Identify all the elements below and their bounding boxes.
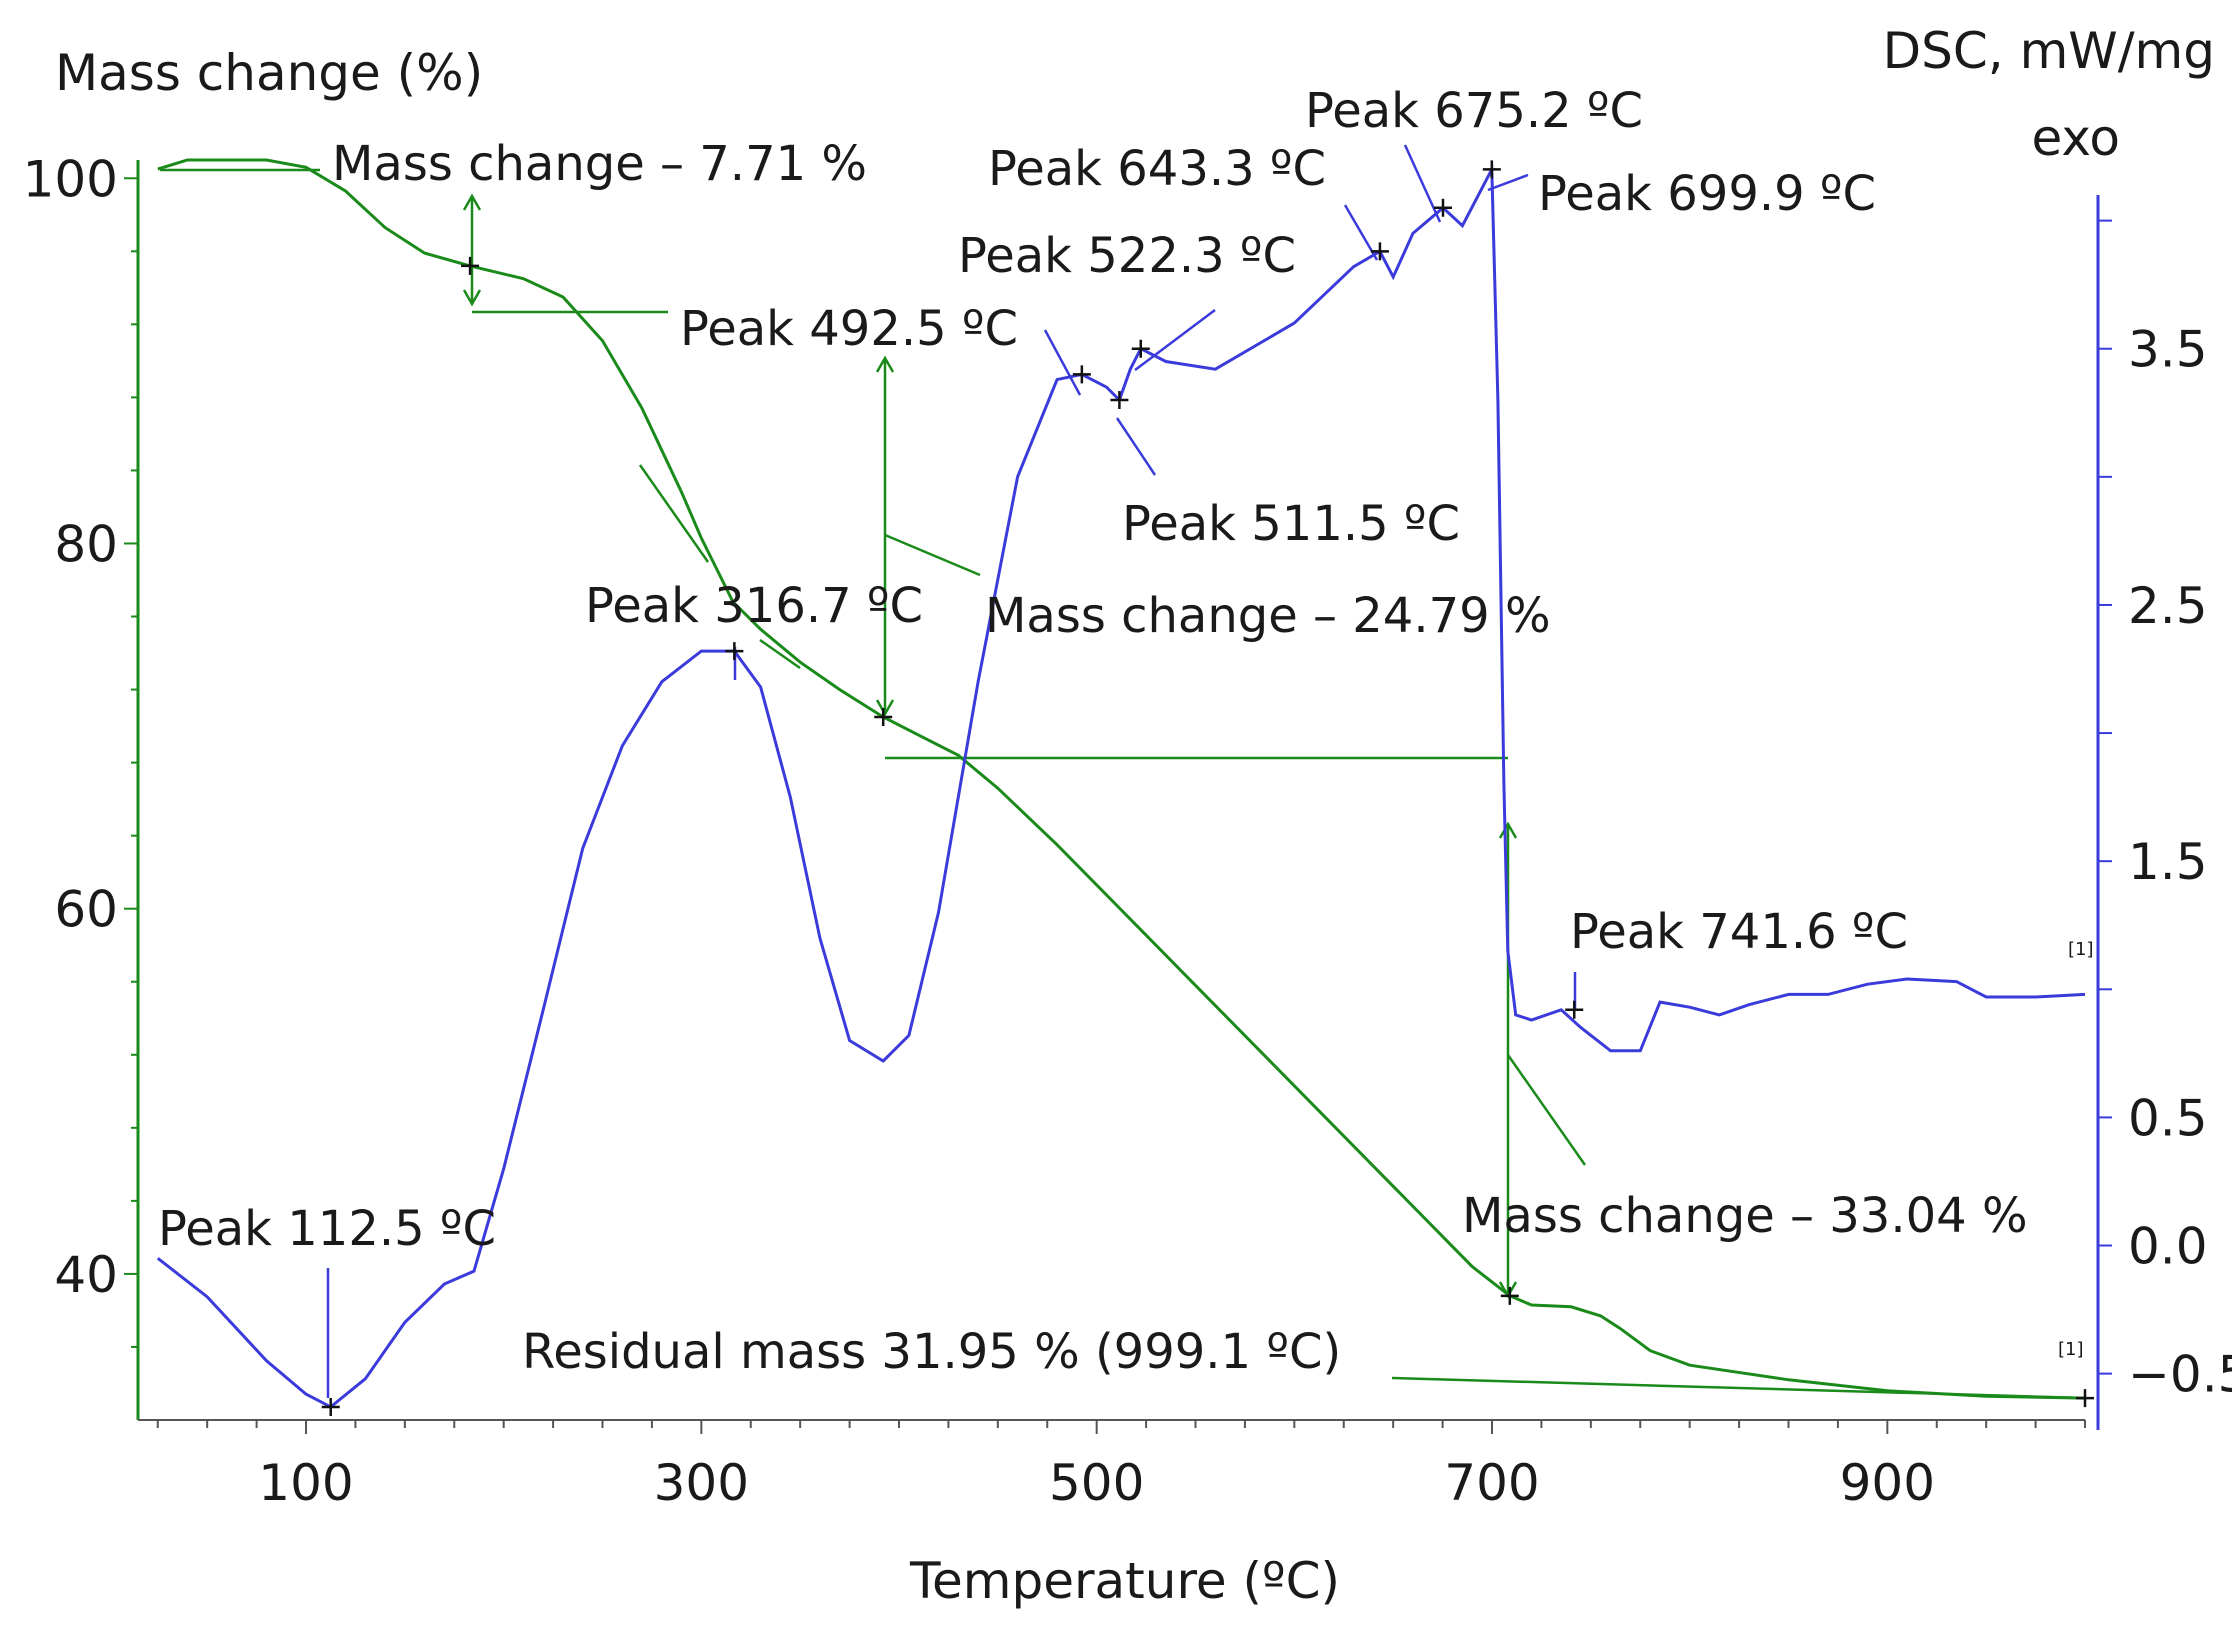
peak-marker: [461, 256, 480, 275]
axes: [136, 160, 2100, 1430]
x-tick-label: 100: [258, 1454, 353, 1512]
y-right-tick-label: 0.0: [2128, 1218, 2208, 1276]
y-right-tick-label: 1.5: [2128, 833, 2208, 891]
bracket-mass-7-71-arrows: [462, 193, 482, 307]
annotation-peak-522-3: Peak 522.3 ºC: [958, 228, 1296, 284]
dsc-series-line: [156, 163, 2086, 1409]
peak-marker: [725, 642, 744, 661]
series-group: [156, 158, 2086, 1409]
annotation-mass-change-33-04: Mass change – 33.04 %: [1462, 1188, 2028, 1244]
segment-marker-tg: [1]: [2058, 1339, 2084, 1360]
y-right-tick-label: 2.5: [2128, 577, 2208, 635]
y-right-tick-label: 3.5: [2128, 321, 2208, 379]
x-tick-label: 500: [1049, 1454, 1144, 1512]
y-left-tick-label: 40: [54, 1246, 118, 1304]
bracket-mass-24-79-arrows: [875, 355, 895, 717]
peak-markers: [321, 160, 2094, 1416]
leader-peak-675-2: [1403, 144, 1442, 223]
annotation-peak-675-2: Peak 675.2 ºC: [1305, 83, 1643, 139]
y-left-tick-label: 80: [54, 515, 118, 573]
peak-marker: [1072, 365, 1091, 384]
ticks: [124, 177, 2112, 1434]
annotation-peak-492-5: Peak 492.5 ºC: [680, 301, 1018, 357]
right-axis-title: DSC, mW/mg: [1883, 22, 2215, 80]
segment-marker-dsc: [1]: [2068, 939, 2094, 960]
peak-marker: [1565, 1000, 1584, 1019]
y-left-tick-label: 100: [23, 150, 118, 208]
annotation-peak-511-5: Peak 511.5 ºC: [1122, 496, 1460, 552]
peak-marker: [1110, 390, 1129, 409]
annotation-peak-699-9: Peak 699.9 ºC: [1538, 166, 1876, 222]
peak-marker: [1482, 160, 1501, 179]
annotation-lines: [160, 144, 2086, 1400]
annotation-mass-change-24-79: Mass change – 24.79 %: [985, 588, 1551, 644]
annotations: Mass change – 7.71 % Mass change – 24.79…: [158, 83, 2094, 1380]
left-axis-title: Mass change (%): [55, 44, 483, 102]
right-axis-exo-note: exo: [2031, 109, 2120, 167]
annotation-peak-741-6: Peak 741.6 ºC: [1570, 904, 1908, 960]
peak-marker: [1433, 198, 1452, 217]
peak-marker: [321, 1397, 340, 1416]
leader-peak-492-5: [1043, 329, 1082, 396]
annotation-residual-mass: Residual mass 31.95 % (999.1 ºC): [522, 1324, 1341, 1380]
peak-marker: [2076, 1389, 2094, 1408]
peak-marker: [1370, 242, 1389, 261]
tick-labels: 100 300 500 700 900 40 60 80 100 −0.5 0.0 0.5 1.5 2.5…: [23, 150, 2232, 1512]
y-right-tick-label: −0.5: [2128, 1346, 2232, 1404]
leader-tg-low: [638, 464, 710, 563]
annotation-peak-316-7: Peak 316.7 ºC: [585, 578, 923, 634]
x-tick-label: 300: [654, 1454, 749, 1512]
peak-marker: [874, 707, 893, 726]
x-axis-title: Temperature (ºC): [909, 1552, 1340, 1610]
leader-peak-522-3: [1134, 309, 1216, 371]
annotation-peak-643-3: Peak 643.3 ºC: [988, 141, 1326, 197]
peak-marker: [1131, 339, 1150, 358]
leader-mass-24-79: [884, 533, 981, 577]
peak-marker: [1500, 1286, 1519, 1305]
x-tick-label: 900: [1840, 1454, 1935, 1512]
annotation-peak-112-5: Peak 112.5 ºC: [158, 1201, 496, 1257]
leader-peak-699-9: [1487, 173, 1529, 192]
y-right-tick-label: 0.5: [2128, 1089, 2208, 1147]
y-left-tick-label: 60: [54, 881, 118, 939]
leader-tg-high: [759, 638, 801, 670]
leader-peak-511-5: [1115, 417, 1157, 476]
tg-series-line: [157, 158, 2086, 1400]
leader-mass-33-04: [1506, 1054, 1587, 1166]
x-tick-label: 700: [1444, 1454, 1539, 1512]
annotation-mass-change-7-71: Mass change – 7.71 %: [332, 136, 867, 192]
